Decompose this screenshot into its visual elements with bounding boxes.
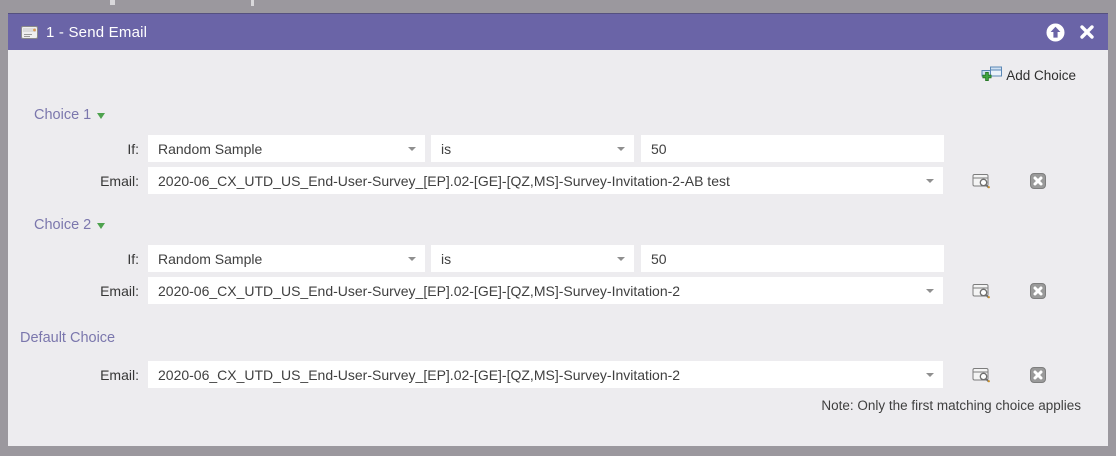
choice-2-header[interactable]: Choice 2 [34,217,1108,233]
email-dropdown[interactable]: 2020-06_CX_UTD_US_End-User-Survey_[EP].0… [148,167,943,194]
remove-x-icon[interactable] [1030,282,1046,299]
condition-value-input[interactable] [641,245,944,272]
operator-dropdown[interactable]: is [431,135,634,162]
panel-body: Add Choice Choice 1 If: Random Sample is [8,50,1108,446]
choice-1-header[interactable]: Choice 1 [34,107,1108,123]
email-value: 2020-06_CX_UTD_US_End-User-Survey_[EP].0… [158,282,681,299]
chevron-down-icon [617,257,625,261]
email-label: Email: [100,366,139,383]
condition-dropdown[interactable]: Random Sample [148,245,425,272]
collapse-up-icon[interactable] [1046,23,1065,42]
choice-1-label: Choice 1 [34,107,92,123]
envelope-icon [21,25,38,39]
first-match-note: Note: Only the first matching choice app… [821,398,1081,413]
clipped-background-artifact [110,0,115,5]
chevron-down-icon [617,147,625,151]
if-label: If: [127,250,139,267]
default-choice-label: Default Choice [20,330,116,346]
default-choice-email-row: Email: 2020-06_CX_UTD_US_End-User-Survey… [8,361,1108,388]
operator-value: is [441,140,452,157]
close-icon[interactable] [1079,24,1095,40]
condition-value: Random Sample [158,250,263,267]
if-label: If: [127,140,139,157]
condition-dropdown[interactable]: Random Sample [148,135,425,162]
remove-x-icon[interactable] [1030,172,1046,189]
email-value: 2020-06_CX_UTD_US_End-User-Survey_[EP].0… [158,366,681,383]
send-email-panel: 1 - Send Email [8,13,1108,446]
chevron-down-icon [926,289,934,293]
preview-magnifier-icon[interactable] [972,283,992,299]
chevron-down-icon [926,179,934,183]
chevron-down-icon [926,373,934,377]
operator-dropdown[interactable]: is [431,245,634,272]
email-label: Email: [100,172,139,189]
email-dropdown[interactable]: 2020-06_CX_UTD_US_End-User-Survey_[EP].0… [148,361,943,388]
email-value: 2020-06_CX_UTD_US_End-User-Survey_[EP].0… [158,172,730,189]
panel-title: 1 - Send Email [46,23,148,41]
default-choice-header: Default Choice [20,330,1108,346]
chevron-down-icon [408,257,416,261]
choice-2-label: Choice 2 [34,217,92,233]
preview-magnifier-icon[interactable] [972,367,992,383]
choice-2-email-row: Email: 2020-06_CX_UTD_US_End-User-Survey… [8,277,1108,304]
email-dropdown[interactable]: 2020-06_CX_UTD_US_End-User-Survey_[EP].0… [148,277,943,304]
remove-x-icon[interactable] [1030,366,1046,383]
add-choice-label: Add Choice [1006,67,1076,83]
choice-1-email-row: Email: 2020-06_CX_UTD_US_End-User-Survey… [8,167,1108,194]
green-down-triangle-icon [97,113,106,119]
condition-value: Random Sample [158,140,263,157]
choice-1-condition-row: If: Random Sample is [8,135,1108,162]
add-window-icon [981,66,1003,84]
clipped-background-artifact [251,0,254,6]
add-choice-button[interactable]: Add Choice [8,50,1108,84]
choice-2-condition-row: If: Random Sample is [8,245,1108,272]
panel-header: 1 - Send Email [8,13,1108,50]
email-label: Email: [100,282,139,299]
preview-magnifier-icon[interactable] [972,173,992,189]
condition-value-input[interactable] [641,135,944,162]
operator-value: is [441,250,452,267]
green-down-triangle-icon [97,223,106,229]
chevron-down-icon [408,147,416,151]
